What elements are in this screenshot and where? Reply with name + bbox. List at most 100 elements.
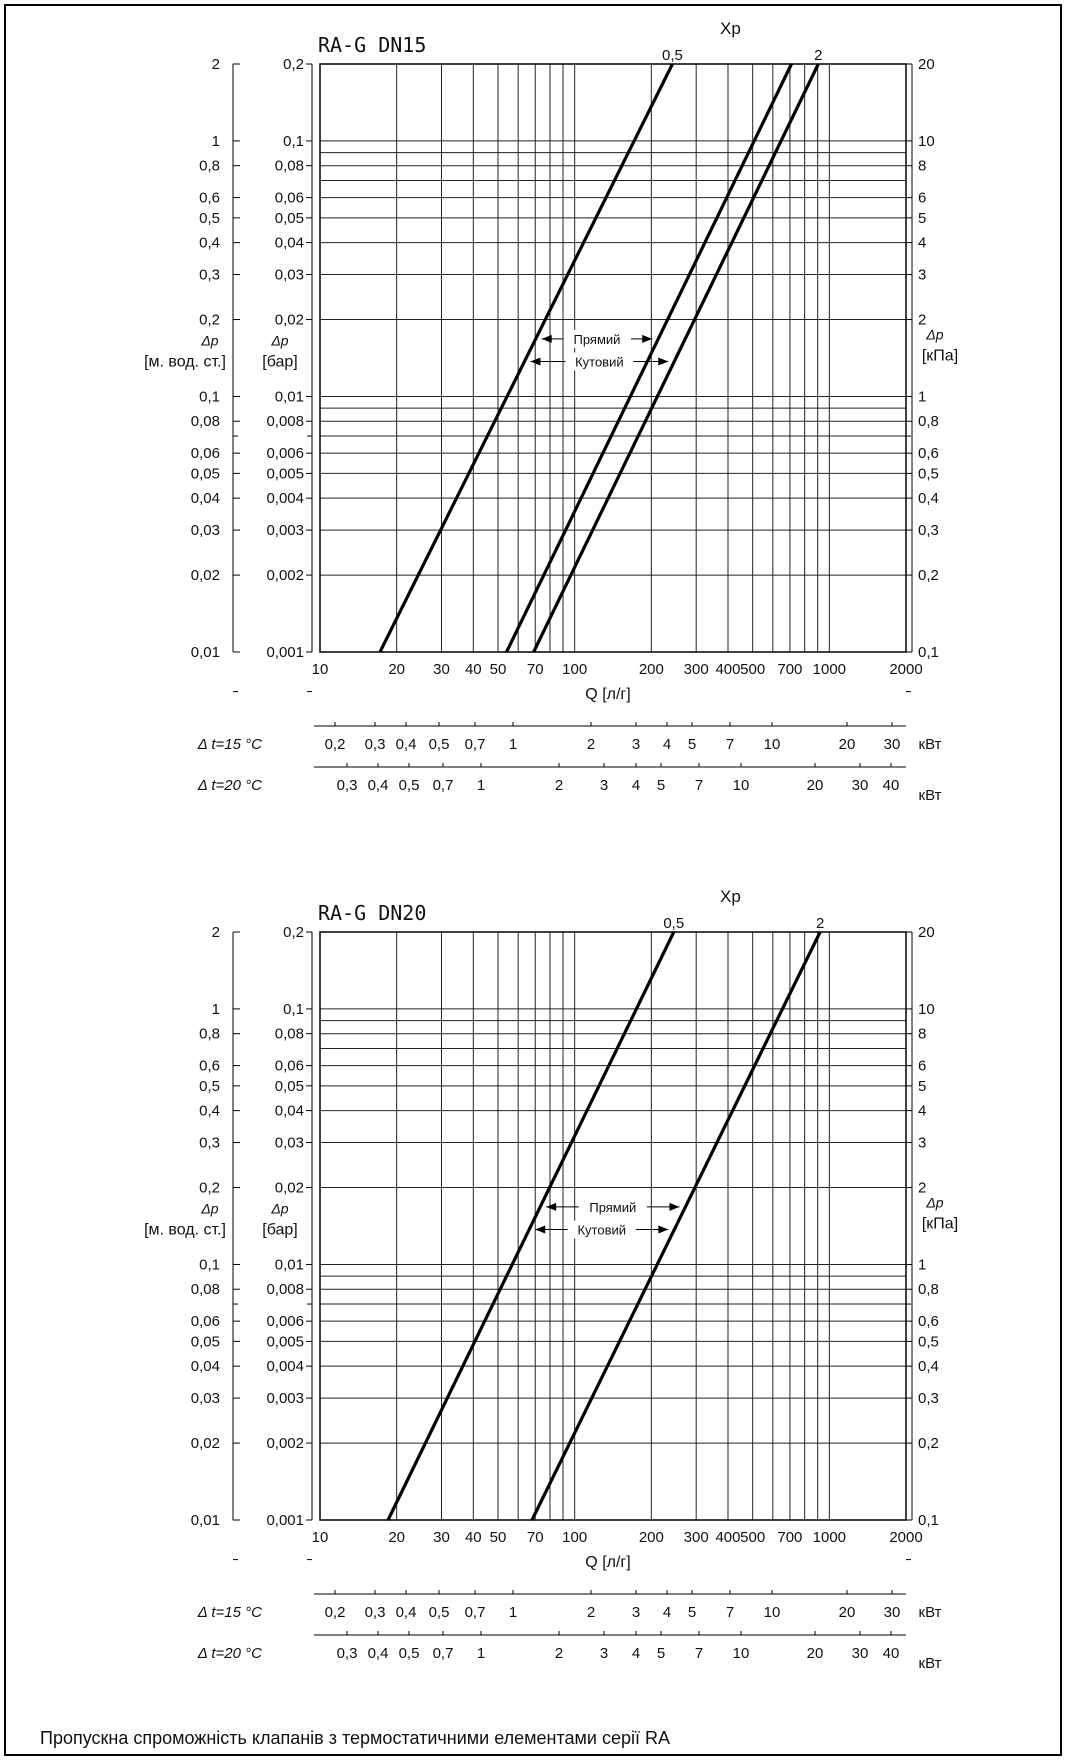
y-right-tick-label: 3 xyxy=(918,267,926,284)
kw-tick-label: 20 xyxy=(807,777,824,794)
kw-tick-label: 0,7 xyxy=(465,1604,486,1621)
x-tick-label: 1000 xyxy=(813,661,846,678)
x-tick-label: 500 xyxy=(740,661,765,678)
annotation-straight-arrowhead-right xyxy=(669,1202,680,1211)
x-tick-label: 300 xyxy=(684,661,709,678)
annotation-straight-label-bg xyxy=(579,1197,646,1216)
y-right-label-symbol: Δp xyxy=(925,326,943,342)
kw-tick-label: 3 xyxy=(600,1645,608,1662)
y-left-inner-tick-label: 0,02 xyxy=(275,1180,304,1197)
kw-tick-label: 1 xyxy=(509,736,517,753)
plot-border xyxy=(319,63,907,653)
annotation-angle-arrowhead-right xyxy=(658,357,669,366)
x-tick-label: 50 xyxy=(490,1529,507,1546)
xp-label: Xp xyxy=(720,887,741,906)
y-right-tick-label: 4 xyxy=(918,235,926,252)
y-left-outer-tick-label: 0,1 xyxy=(199,1256,220,1273)
x-axis-label: Q [л/г] xyxy=(585,1554,630,1571)
kw-tick-label: 0,4 xyxy=(396,736,417,753)
x-tick-label: 400 xyxy=(715,1529,740,1546)
annotation-angle-label-bg xyxy=(566,352,633,371)
y-left-outer-tick-label: 0,2 xyxy=(199,312,220,329)
kw-tick-label: 2 xyxy=(555,777,563,794)
y-left-outer-label-symbol: Δp xyxy=(200,1200,218,1216)
y-right-tick-label: 0,8 xyxy=(918,1281,939,1298)
y-left-inner-label-unit: [бар] xyxy=(262,1221,297,1238)
y-right-tick-label: 4 xyxy=(918,1103,926,1120)
y-right-tick-label: 0,1 xyxy=(918,1512,939,1529)
y-left-inner-tick-label: 0,01 xyxy=(275,1256,304,1273)
series-line xyxy=(532,63,820,653)
kw-tick-label: 30 xyxy=(852,1645,869,1662)
kw-tick-label: 4 xyxy=(632,1645,640,1662)
y-left-outer-tick-label: 1 xyxy=(212,1001,220,1018)
x-tick-label: 40 xyxy=(465,661,482,678)
y-left-inner-label-symbol: Δp xyxy=(270,332,288,348)
chart-title: RA-G DN15 xyxy=(318,33,426,57)
kw-tick-label: 30 xyxy=(884,736,901,753)
series-label: 0,5 xyxy=(662,47,683,64)
kw-tick-label: 1 xyxy=(509,1604,517,1621)
kw-tick-label: 0,3 xyxy=(365,736,386,753)
x-tick-label: 1000 xyxy=(813,1529,846,1546)
y-right-tick-label: 0,6 xyxy=(918,445,939,462)
y-left-inner-tick-label: 0,008 xyxy=(266,1281,304,1298)
kw-tick-label: 10 xyxy=(764,1604,781,1621)
y-left-inner-tick-label: 0,04 xyxy=(275,235,304,252)
kw-tick-label: 1 xyxy=(477,777,485,794)
kw-tick-label: 7 xyxy=(726,736,734,753)
y-right-tick-label: 6 xyxy=(918,1058,926,1075)
series-line xyxy=(530,931,822,1521)
y-right-tick-label: 10 xyxy=(918,1001,935,1018)
x-tick-label: 400 xyxy=(715,661,740,678)
y-right-tick-label: 0,1 xyxy=(918,644,939,661)
kw-tick-label: 7 xyxy=(695,1645,703,1662)
y-right-tick-label: 0,8 xyxy=(918,413,939,430)
kw-tick-label: 0,7 xyxy=(433,777,454,794)
page-frame xyxy=(4,4,1062,1756)
annotation-straight-arrowhead-left xyxy=(541,334,552,343)
y-left-outer-tick-label: 0,06 xyxy=(191,445,220,462)
y-right-tick-label: 5 xyxy=(918,1078,926,1095)
y-right-tick-label: 10 xyxy=(918,133,935,150)
kw-tick-label: 2 xyxy=(555,1645,563,1662)
y-left-inner-tick-label: 0,05 xyxy=(275,210,304,227)
kw-tick-label: 0,5 xyxy=(429,1604,450,1621)
kw-tick-label: 0,5 xyxy=(399,1645,420,1662)
y-left-inner-tick-label: 0,001 xyxy=(266,644,304,661)
y-left-outer-tick-label: 0,3 xyxy=(199,267,220,284)
y-right-tick-label: 0,4 xyxy=(918,1358,939,1375)
y-left-inner-tick-label: 0,04 xyxy=(275,1103,304,1120)
kw-tick-label: 5 xyxy=(688,1604,696,1621)
y-left-inner-tick-label: 0,004 xyxy=(266,1358,304,1375)
y-right-tick-label: 20 xyxy=(918,924,935,941)
y-left-outer-tick-label: 0,05 xyxy=(191,465,220,482)
y-right-tick-label: 3 xyxy=(918,1135,926,1152)
kw-tick-label: 2 xyxy=(587,1604,595,1621)
x-tick-label: 50 xyxy=(490,661,507,678)
kw-tick-label: 0,4 xyxy=(368,777,389,794)
y-left-outer-tick-label: 0,04 xyxy=(191,1358,220,1375)
annotation-straight-arrowhead-left xyxy=(546,1202,557,1211)
annotation-angle-arrowhead-left xyxy=(530,357,541,366)
annotation-angle-arrowhead-left xyxy=(535,1225,546,1234)
x-tick-label: 100 xyxy=(562,661,587,678)
y-left-outer-tick-label: 0,2 xyxy=(199,1180,220,1197)
x-tick-label: 700 xyxy=(777,661,802,678)
series-label: 2 xyxy=(816,915,824,932)
y-left-outer-tick-label: 2 xyxy=(212,924,220,941)
y-right-label-unit: [кПа] xyxy=(922,347,958,364)
kw-tick-label: 7 xyxy=(726,1604,734,1621)
x-tick-label: 30 xyxy=(433,1529,450,1546)
y-left-inner-tick-label: 0,008 xyxy=(266,413,304,430)
x-tick-label: 20 xyxy=(388,661,405,678)
kw-tick-label: 0,7 xyxy=(465,736,486,753)
x-tick-label: 30 xyxy=(433,661,450,678)
y-left-outer-tick-label: 0,02 xyxy=(191,567,220,584)
x-tick-label: 70 xyxy=(527,1529,544,1546)
kw-tick-label: 7 xyxy=(695,777,703,794)
y-left-inner-tick-label: 0,003 xyxy=(266,522,304,539)
y-left-outer-tick-label: 0,01 xyxy=(191,644,220,661)
y-left-inner-tick-label: 0,006 xyxy=(266,1313,304,1330)
kw-tick-label: 3 xyxy=(632,736,640,753)
